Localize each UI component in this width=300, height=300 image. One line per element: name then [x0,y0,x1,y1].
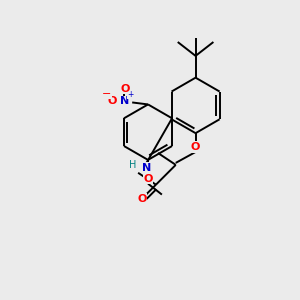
Text: +: + [127,90,134,99]
Text: O: O [121,84,130,94]
Text: O: O [108,97,117,106]
Text: N: N [120,97,129,106]
Text: O: O [137,194,147,203]
Text: H: H [129,160,136,170]
Text: −: − [102,88,111,98]
Text: O: O [143,174,153,184]
Text: N: N [142,163,151,173]
Text: O: O [191,142,200,152]
